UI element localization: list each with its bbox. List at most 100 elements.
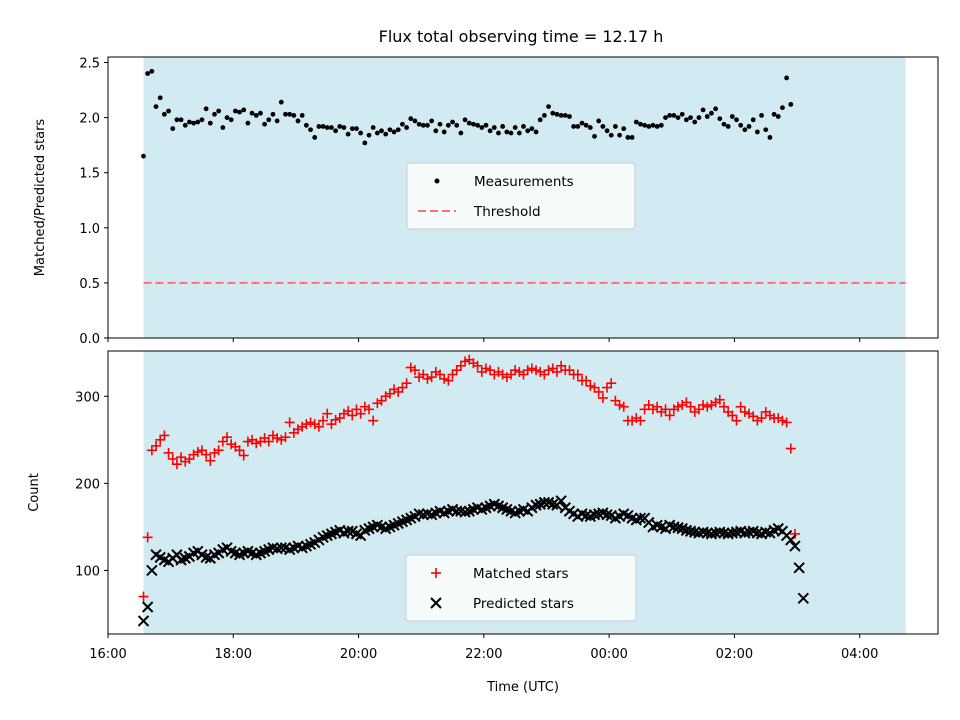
ratio-panel: 0.0 0.5 1.0 1.5 2.0 2.5 Matched/Predicted sta…	[33, 56, 939, 347]
measurement-point	[166, 108, 171, 114]
predicted-star-point	[459, 506, 471, 518]
predicted-star-point	[555, 495, 567, 507]
matched-star-point	[785, 443, 796, 454]
measurement-point	[416, 121, 422, 127]
matched-stars-points	[138, 354, 800, 602]
matched-star-point	[159, 430, 170, 441]
matched-star-point	[238, 450, 249, 461]
count-panel: 100 200 300 16:00 18:00 20:00 22:00 00:00 02:00 0…	[27, 350, 939, 695]
measurement-point	[358, 130, 364, 136]
matched-star-point	[539, 369, 550, 380]
measurement-point	[629, 135, 635, 140]
measurement-point	[466, 120, 472, 126]
x-tick-label: 18:00	[215, 647, 252, 662]
predicted-star-point	[634, 512, 647, 524]
measurement-point	[754, 129, 760, 135]
predicted-star-point	[793, 562, 805, 574]
matched-star-point	[718, 401, 729, 412]
x-tick-label: 22:00	[465, 647, 502, 662]
measurement-point	[683, 117, 689, 123]
measurement-point	[696, 115, 702, 121]
measurement-point	[596, 118, 602, 124]
matched-star-point	[163, 447, 174, 458]
matched-star-point	[551, 366, 562, 377]
matched-star-point	[451, 365, 462, 376]
measurement-point	[504, 129, 510, 135]
x-tick-label: 20:00	[340, 647, 377, 662]
measurement-point	[462, 117, 468, 123]
measurement-point	[483, 122, 489, 128]
measurement-point	[383, 131, 389, 137]
measurement-point	[329, 125, 334, 130]
matched-star-point	[355, 408, 366, 419]
matched-star-point	[597, 393, 608, 404]
matched-star-point	[556, 360, 567, 371]
measurement-point	[425, 122, 430, 128]
measurement-point	[441, 129, 447, 135]
y-tick-label: 200	[75, 477, 100, 492]
matched-star-point	[201, 449, 212, 460]
measurement-point	[341, 125, 347, 130]
measurement-point	[729, 114, 735, 119]
measurement-point	[379, 128, 384, 134]
measurement-point	[262, 121, 268, 127]
legend-box	[406, 162, 636, 230]
measurement-point	[312, 135, 318, 140]
measurement-point	[558, 113, 564, 118]
measurement-point	[475, 122, 480, 128]
predicted-star-point	[785, 534, 797, 546]
matched-star-point	[714, 394, 725, 405]
measurement-point	[771, 111, 777, 117]
measurement-point	[658, 122, 664, 128]
matched-star-point	[435, 369, 445, 380]
matched-star-point	[685, 401, 696, 412]
legend-threshold-label: Threshold	[473, 204, 541, 220]
measurement-point	[717, 116, 723, 122]
measurement-point	[187, 119, 192, 125]
matched-star-point	[222, 432, 233, 443]
measurement-point	[207, 120, 213, 126]
measurement-point	[199, 117, 205, 123]
matched-star-point	[155, 434, 166, 445]
matched-star-point	[401, 378, 412, 389]
matched-star-point	[284, 417, 295, 428]
predicted-star-point	[417, 508, 430, 521]
measurement-point	[291, 113, 297, 118]
matched-star-point	[443, 375, 454, 386]
measurement-point	[395, 127, 401, 133]
predicted-star-point	[146, 564, 158, 577]
predicted-star-point	[137, 615, 150, 627]
measurement-point	[784, 75, 790, 81]
y-tick-label: 300	[75, 390, 100, 405]
predicted-star-point	[689, 526, 701, 538]
matched-star-point	[409, 365, 420, 376]
legend-cross	[430, 597, 442, 609]
measurement-point	[387, 127, 393, 133]
measurement-point	[529, 126, 535, 132]
matched-star-point	[171, 459, 182, 470]
measurement-point	[216, 108, 222, 114]
matched-star-point	[698, 399, 709, 410]
measurement-point	[429, 118, 435, 124]
measurement-point	[232, 108, 238, 114]
matched-star-point	[205, 455, 216, 466]
predicted-star-point	[588, 508, 601, 521]
measurement-point	[742, 127, 748, 133]
measurement-point	[458, 130, 464, 136]
measurement-point	[491, 125, 497, 130]
predicted-star-point	[342, 525, 354, 537]
measurement-point	[362, 140, 368, 146]
measurement-point	[433, 128, 439, 134]
matched-star-point	[748, 411, 759, 422]
measurement-point	[149, 68, 155, 74]
measurement-point	[161, 111, 167, 117]
matched-star-point	[693, 404, 704, 415]
measurement-point	[299, 113, 305, 118]
matched-star-point	[702, 401, 713, 412]
measurement-point	[191, 120, 197, 126]
measurement-point	[700, 107, 706, 113]
predicted-star-point	[697, 526, 709, 538]
matched-star-point	[242, 436, 253, 447]
chart-title: Flux total observing time = 12.17 h	[379, 27, 664, 46]
count-panel-frame	[107, 350, 939, 635]
